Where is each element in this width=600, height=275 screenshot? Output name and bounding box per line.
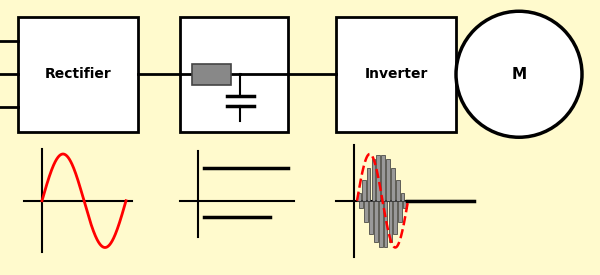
Bar xyxy=(398,201,402,222)
Ellipse shape xyxy=(456,11,582,137)
Bar xyxy=(180,16,288,132)
Bar xyxy=(379,201,383,247)
Bar xyxy=(403,201,407,208)
Bar xyxy=(401,193,404,201)
Bar xyxy=(371,159,375,201)
Bar xyxy=(389,201,392,242)
Text: Inverter: Inverter xyxy=(364,67,428,81)
Bar xyxy=(391,168,395,201)
Bar xyxy=(362,180,365,201)
Bar xyxy=(369,201,373,234)
Bar xyxy=(359,201,363,208)
Bar xyxy=(374,201,377,242)
Bar xyxy=(386,159,390,201)
Bar xyxy=(384,201,388,247)
Bar xyxy=(364,201,368,222)
Bar xyxy=(394,201,397,234)
Bar xyxy=(376,155,380,201)
Text: M: M xyxy=(511,67,527,82)
Bar xyxy=(396,180,400,201)
Bar xyxy=(336,16,456,132)
Bar xyxy=(192,64,231,85)
Bar xyxy=(367,168,370,201)
Bar xyxy=(357,193,361,201)
Bar xyxy=(382,155,385,201)
Bar xyxy=(18,16,138,132)
Text: Rectifier: Rectifier xyxy=(44,67,112,81)
